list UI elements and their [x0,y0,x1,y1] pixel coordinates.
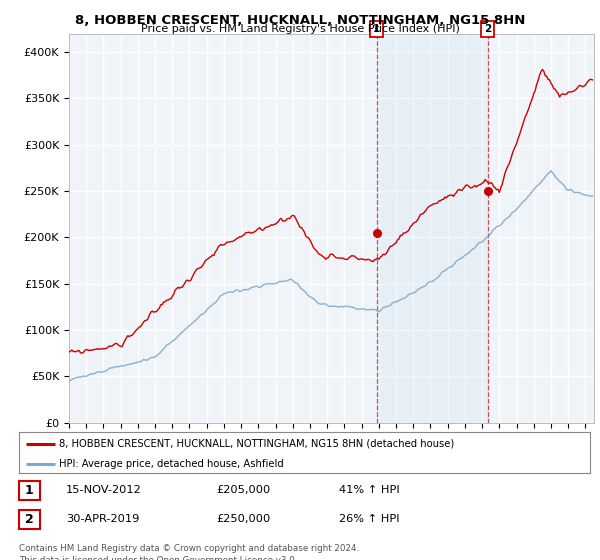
Text: HPI: Average price, detached house, Ashfield: HPI: Average price, detached house, Ashf… [59,459,284,469]
Text: 1: 1 [25,484,34,497]
Text: 41% ↑ HPI: 41% ↑ HPI [339,485,400,495]
Text: 2: 2 [484,24,491,34]
Text: 8, HOBBEN CRESCENT, HUCKNALL, NOTTINGHAM, NG15 8HN: 8, HOBBEN CRESCENT, HUCKNALL, NOTTINGHAM… [75,14,525,27]
Text: 26% ↑ HPI: 26% ↑ HPI [339,514,400,524]
Bar [377,34,488,423]
Text: £250,000: £250,000 [216,514,270,524]
Text: 2: 2 [25,513,34,526]
Text: £205,000: £205,000 [216,485,270,495]
Text: 15-NOV-2012: 15-NOV-2012 [66,485,142,495]
Text: 30-APR-2019: 30-APR-2019 [66,514,139,524]
Text: 1: 1 [373,24,380,34]
Text: 8, HOBBEN CRESCENT, HUCKNALL, NOTTINGHAM, NG15 8HN (detached house): 8, HOBBEN CRESCENT, HUCKNALL, NOTTINGHAM… [59,439,454,449]
Text: Contains HM Land Registry data © Crown copyright and database right 2024.
This d: Contains HM Land Registry data © Crown c… [19,544,359,560]
Text: Price paid vs. HM Land Registry's House Price Index (HPI): Price paid vs. HM Land Registry's House … [140,24,460,34]
